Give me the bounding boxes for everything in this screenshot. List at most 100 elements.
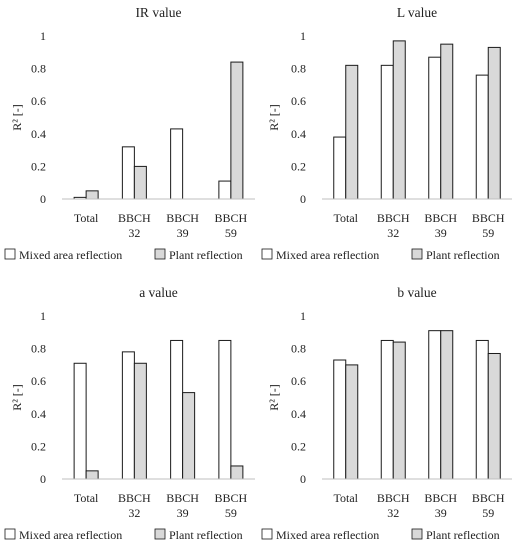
bar-mixed-area-1 (333, 359, 347, 480)
x-tick-label: BBCH 32 (118, 211, 151, 240)
x-tick-label: BBCH 59 (472, 491, 505, 520)
y-axis-label: R² [-] (267, 384, 281, 411)
bar-plant-1 (345, 364, 359, 480)
bar-mixed-area-4 (475, 339, 489, 480)
legend-label: Mixed area reflection (276, 528, 379, 542)
bar-plant-3 (440, 43, 454, 200)
y-tick-label: 0.8 (31, 62, 46, 76)
legend-item-mixed-area: Mixed area reflection (261, 248, 379, 262)
x-tick-label-line: Total (74, 491, 99, 505)
x-tick-label-line: 59 (482, 226, 494, 240)
legend-item-plant: Plant reflection (154, 528, 243, 542)
legend-item-mixed-area: Mixed area reflection (4, 528, 122, 542)
legend-label: Mixed area reflection (19, 528, 122, 542)
bar-plant-1 (85, 190, 99, 200)
legend-label: Mixed area reflection (276, 248, 379, 262)
y-tick-label: 1 (300, 29, 306, 43)
x-tick-label-line: Total (74, 211, 99, 225)
chart-title: L value (397, 5, 437, 20)
y-tick-label: 0 (40, 192, 46, 206)
legend-swatch (261, 528, 273, 540)
x-tick-label: BBCH 39 (424, 491, 457, 520)
x-tick-label-line: BBCH (424, 211, 457, 225)
y-tick-label: 0.4 (291, 407, 306, 421)
x-tick-label-line: BBCH (118, 491, 151, 505)
legend-swatch (261, 248, 273, 260)
x-tick-label-line: Total (334, 211, 359, 225)
x-tick-label-line: 39 (177, 506, 189, 520)
legend-item-mixed-area: Mixed area reflection (4, 248, 122, 262)
legend-swatch (4, 248, 16, 260)
y-axis-label: R² [-] (10, 104, 24, 131)
legend-label: Mixed area reflection (19, 248, 122, 262)
bar-plant-4 (487, 46, 501, 200)
y-tick-label: 1 (40, 29, 46, 43)
x-tick-label-line: BBCH (166, 211, 199, 225)
bar-plant-4 (230, 465, 244, 480)
bar-mixed-area-4 (218, 180, 232, 200)
y-tick-label: 1 (40, 309, 46, 323)
bar-mixed-area-4 (218, 339, 232, 480)
legend-swatch (411, 528, 423, 540)
y-tick-label: 0.2 (31, 439, 46, 453)
bar-plant-4 (230, 61, 244, 200)
bar-plant-3 (440, 330, 454, 480)
chart-title: b value (397, 285, 436, 300)
bar-mixed-area-2 (121, 351, 135, 480)
bar-mixed-area-3 (170, 339, 184, 480)
x-tick-label-line: 32 (387, 506, 399, 520)
x-tick-label: BBCH 59 (215, 211, 248, 240)
x-tick-label-line: BBCH (377, 211, 410, 225)
x-tick-label-line: 59 (225, 506, 237, 520)
x-tick-label-line: 32 (128, 506, 140, 520)
legend-label: Plant reflection (426, 248, 500, 262)
x-tick-label-line: BBCH (472, 211, 505, 225)
legend-swatch (154, 528, 166, 540)
y-axis-label: R² [-] (267, 104, 281, 131)
y-tick-label: 0.2 (291, 439, 306, 453)
x-tick-label: Total (334, 491, 359, 505)
legend-item-plant: Plant reflection (411, 528, 500, 542)
legend-item-mixed-area: Mixed area reflection (261, 528, 379, 542)
bar-plant-2 (133, 362, 147, 480)
x-tick-label-line: BBCH (215, 491, 248, 505)
y-tick-label: 0 (300, 472, 306, 486)
chart-title: IR value (135, 5, 181, 20)
x-tick-label: Total (74, 491, 99, 505)
y-tick-label: 0 (300, 192, 306, 206)
legend-swatch (154, 248, 166, 260)
y-tick-label: 0.4 (291, 127, 306, 141)
x-tick-label: BBCH 39 (166, 491, 199, 520)
y-tick-label: 0.2 (31, 159, 46, 173)
legend-label: Plant reflection (169, 528, 243, 542)
x-tick-label: BBCH 32 (377, 211, 410, 240)
bar-mixed-area-2 (380, 64, 394, 200)
bar-mixed-area-2 (121, 146, 135, 200)
bar-mixed-area-3 (428, 56, 442, 200)
y-tick-label: 0 (40, 472, 46, 486)
x-tick-label: BBCH 39 (424, 211, 457, 240)
bar-plant-2 (392, 341, 406, 480)
y-tick-label: 0.4 (31, 127, 46, 141)
x-tick-label-line: BBCH (472, 491, 505, 505)
y-tick-label: 0.6 (31, 94, 46, 108)
y-tick-label: 0.6 (291, 374, 306, 388)
legend-label: Plant reflection (169, 248, 243, 262)
x-tick-label-line: 39 (177, 226, 189, 240)
x-tick-label-line: BBCH (166, 491, 199, 505)
x-tick-label-line: BBCH (424, 491, 457, 505)
x-tick-label: Total (334, 211, 359, 225)
bar-mixed-area-1 (73, 362, 87, 480)
x-tick-label-line: BBCH (377, 491, 410, 505)
y-tick-label: 0.6 (291, 94, 306, 108)
x-tick-label-line: 59 (482, 506, 494, 520)
x-tick-label: Total (74, 211, 99, 225)
bar-mixed-area-2 (380, 339, 394, 480)
x-tick-label-line: 59 (225, 226, 237, 240)
legend-item-plant: Plant reflection (411, 248, 500, 262)
bar-plant-3 (182, 392, 196, 480)
x-tick-label: BBCH 39 (166, 211, 199, 240)
